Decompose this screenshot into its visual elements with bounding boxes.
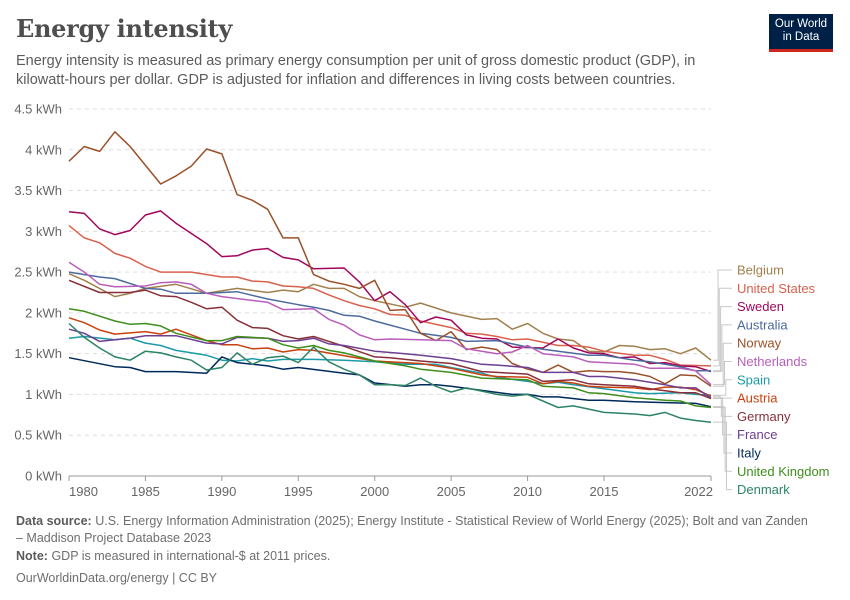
legend-connector (713, 287, 732, 367)
series-line-norway (68, 131, 712, 387)
legend-label-italy[interactable]: Italy (737, 446, 761, 461)
owid-logo[interactable]: Our World in Data (769, 14, 833, 52)
data-source: Data source: U.S. Energy Information Adm… (16, 513, 816, 547)
legend-label-belgium[interactable]: Belgium (737, 263, 784, 278)
x-tick-label: 2010 (513, 484, 542, 499)
y-tick-label: 0 kWh (25, 469, 62, 484)
series-line-france (68, 328, 712, 399)
series-line-belgium (68, 273, 712, 361)
grid-lines (69, 108, 711, 436)
series-line-united-states (68, 225, 712, 367)
chart-subtitle: Energy intensity is measured as primary … (16, 53, 696, 88)
x-tick-label: 1990 (207, 484, 236, 499)
series-lines (68, 131, 712, 423)
legend-label-united-kingdom[interactable]: United Kingdom (737, 464, 830, 479)
legend-label-sweden[interactable]: Sweden (737, 299, 784, 314)
legend-connector (713, 397, 732, 436)
x-axis-ticks: 1980 1985 1990 1995 2000 2005 2010 2015 2022 (68, 475, 713, 499)
x-tick-label: 1980 (69, 484, 98, 499)
legend-label-australia[interactable]: Australia (737, 317, 788, 332)
chart-title: Energy intensity (16, 14, 232, 43)
y-tick-label: 2 kWh (25, 305, 62, 320)
x-tick-label: 2022 (684, 484, 713, 499)
series-line-sweden (68, 210, 712, 373)
legend-label-germany[interactable]: Germany (737, 409, 791, 424)
legend-label-norway[interactable]: Norway (737, 336, 782, 351)
y-tick-label: 4.5 kWh (14, 102, 62, 117)
series-line-australia (68, 271, 711, 372)
y-tick-label: 3.5 kWh (14, 183, 62, 198)
y-tick-label: 3 kWh (25, 224, 62, 239)
x-tick-label: 1995 (284, 484, 313, 499)
legend-label-denmark[interactable]: Denmark (737, 482, 790, 497)
legend-connector (713, 406, 732, 454)
x-tick-label: 1985 (131, 484, 160, 499)
legend: Belgium United States Sweden Australia Norwa… (713, 263, 830, 497)
y-axis-ticks: 0 kWh 0.5 kWh 1 kWh 1.5 kWh 2 kWh 2.5 kWh 3 kW… (14, 102, 62, 484)
legend-label-netherlands[interactable]: Netherlands (737, 354, 808, 369)
series-line-austria (68, 317, 712, 397)
legend-connector (713, 324, 732, 372)
legend-label-spain[interactable]: Spain (737, 372, 770, 387)
note-label: Note: (16, 549, 48, 563)
x-tick-label: 2005 (437, 484, 466, 499)
legend-connector (713, 406, 732, 472)
x-tick-label: 2015 (590, 484, 619, 499)
series-line-spain (68, 335, 712, 397)
legend-connector (713, 379, 732, 396)
legend-connector (713, 342, 732, 387)
legend-connector (713, 269, 732, 361)
logo-line-1: Our World (774, 18, 828, 30)
legend-label-united-states[interactable]: United States (737, 281, 816, 296)
series-line-italy (68, 356, 712, 408)
y-tick-label: 0.5 kWh (14, 428, 62, 443)
series-line-united-kingdom (68, 308, 712, 409)
note: Note: GDP is measured in international-$… (16, 548, 816, 565)
y-tick-label: 1.5 kWh (14, 346, 62, 361)
legend-connector (713, 395, 732, 399)
legend-connector (713, 306, 732, 373)
series-line-netherlands (68, 261, 712, 386)
y-tick-label: 1 kWh (25, 387, 62, 402)
source-text: U.S. Energy Information Administration (… (16, 514, 808, 545)
y-tick-label: 4 kWh (25, 142, 62, 157)
source-label: Data source: (16, 514, 92, 528)
logo-line-2: in Data (782, 31, 820, 43)
legend-connector (713, 361, 732, 386)
series-line-denmark (68, 322, 712, 423)
legend-label-austria[interactable]: Austria (737, 391, 778, 406)
y-tick-label: 2.5 kWh (14, 265, 62, 280)
credit-link[interactable]: OurWorldinData.org/energy | CC BY (16, 571, 218, 585)
legend-label-france[interactable]: France (737, 427, 777, 442)
series-line-germany (68, 279, 712, 400)
note-text: GDP is measured in international-$ at 20… (51, 549, 331, 563)
x-tick-label: 2000 (360, 484, 389, 499)
legend-connector (713, 421, 732, 491)
